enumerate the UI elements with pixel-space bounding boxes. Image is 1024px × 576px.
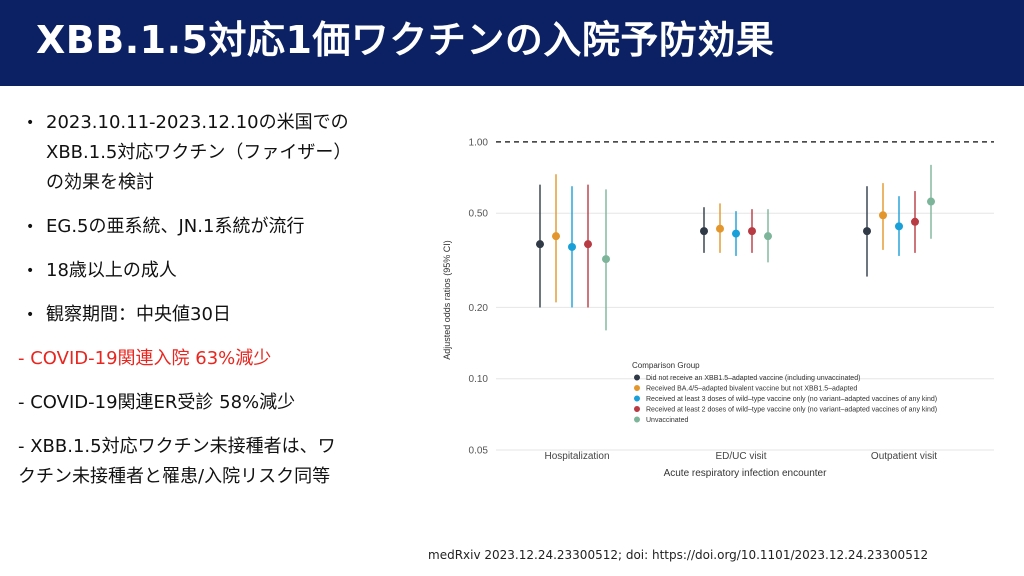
x-tick-label: Hospitalization [544, 451, 609, 462]
bullet-dot-icon: • [26, 263, 35, 279]
bullet-dot-icon: • [26, 219, 35, 235]
legend-entry: Unvaccinated [646, 417, 689, 424]
odds-ratio-chart: 0.05 0.10 0.20 0.50 1.00 Hospitalization ED/UC… [436, 130, 1000, 480]
data-point [927, 197, 935, 206]
legend-marker [634, 406, 640, 412]
bullet-line: 18歳以上の成人 [46, 260, 177, 281]
legend-entry: Received BA.4/5–adapted bivalent vaccine… [646, 386, 857, 393]
data-point [732, 229, 740, 238]
data-point [879, 211, 887, 220]
bullet-list: • 2023.10.11-2023.12.10の米国での XBB.1.5対応ワク… [18, 108, 418, 506]
data-point [895, 222, 903, 231]
legend-title: Comparison Group [632, 361, 700, 370]
legend-entry: Did not receive an XBB1.5–adapted vaccin… [646, 375, 860, 382]
data-point [764, 232, 772, 241]
bullet-item: • 観察期間：中央値30日 [18, 300, 418, 330]
bullet-line: EG.5の亜系統、JN.1系統が流行 [46, 216, 305, 237]
y-tick-label: 0.50 [469, 209, 489, 220]
bullet-dot-icon: • [26, 307, 35, 323]
result-line: - COVID-19関連ER受診 58%減少 [18, 392, 296, 413]
data-point [863, 227, 871, 236]
legend-marker [634, 395, 640, 402]
x-axis-label: Acute respiratory infection encounter [664, 468, 828, 479]
result-line: - COVID-19関連入院 63%減少 [18, 348, 272, 369]
result-line: - XBB.1.5対応ワクチン未接種者は、ワ [18, 436, 336, 457]
result-unvaccinated-note: - XBB.1.5対応ワクチン未接種者は、ワ クチン未接種者と罹患/入院リスク同… [18, 432, 418, 492]
x-tick-label: Outpatient visit [871, 451, 937, 462]
result-hospitalization: - COVID-19関連入院 63%減少 [18, 344, 418, 374]
legend-marker [634, 385, 640, 391]
legend-marker [634, 374, 640, 381]
legend-entry: Received at least 3 doses of wild–type v… [646, 396, 937, 403]
legend-marker [634, 416, 640, 423]
y-tick-label: 0.20 [469, 303, 489, 314]
y-tick-label: 0.10 [469, 374, 489, 385]
bullet-line: XBB.1.5対応ワクチン（ファイザー） [46, 142, 352, 163]
bullet-item: • EG.5の亜系統、JN.1系統が流行 [18, 212, 418, 242]
result-line: クチン未接種者と罹患/入院リスク同等 [18, 466, 331, 487]
x-tick-label: ED/UC visit [715, 451, 766, 462]
data-point [716, 224, 724, 233]
bullet-item: • 18歳以上の成人 [18, 256, 418, 286]
bullet-item: • 2023.10.11-2023.12.10の米国での XBB.1.5対応ワク… [18, 108, 418, 198]
legend-entry: Received at least 2 doses of wild–type v… [646, 407, 937, 414]
data-point [584, 240, 592, 249]
citation: medRxiv 2023.12.24.23300512; doi: https:… [428, 548, 929, 562]
data-point [748, 227, 756, 236]
y-tick-label: 0.05 [469, 446, 489, 457]
data-point [568, 242, 576, 251]
y-tick-label: 1.00 [469, 137, 489, 148]
chart-svg: 0.05 0.10 0.20 0.50 1.00 Hospitalization ED/UC… [442, 137, 994, 479]
data-point [911, 217, 919, 226]
title-bar: XBB.1.5対応1価ワクチンの入院予防効果 [0, 0, 1024, 86]
slide-title: XBB.1.5対応1価ワクチンの入院予防効果 [36, 18, 775, 62]
bullet-line: 観察期間：中央値30日 [46, 304, 231, 325]
data-point [552, 232, 560, 241]
bullet-line: 2023.10.11-2023.12.10の米国での [46, 112, 349, 133]
data-point [536, 240, 544, 249]
y-axis-label: Adjusted odds ratios (95% CI) [442, 240, 452, 360]
result-ed-visit: - COVID-19関連ER受診 58%減少 [18, 388, 418, 418]
data-point [700, 227, 708, 236]
bullet-dot-icon: • [26, 115, 35, 131]
data-point [602, 255, 610, 264]
bullet-line: の効果を検討 [46, 172, 154, 193]
